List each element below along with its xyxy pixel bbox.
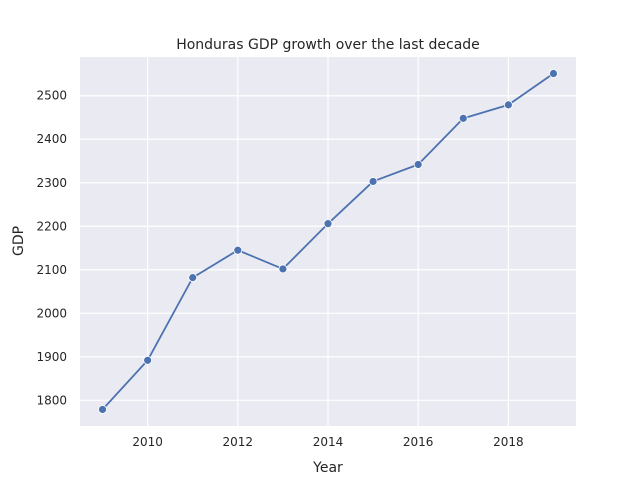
data-point	[278, 264, 288, 274]
y-tick-label: 1900	[36, 350, 67, 364]
data-point	[549, 69, 558, 78]
data-point	[413, 160, 423, 169]
x-tick-label: 2012	[223, 435, 254, 449]
y-tick-label: 2100	[36, 263, 67, 277]
data-point	[503, 100, 513, 110]
y-tick-label: 2400	[36, 132, 67, 146]
data-point	[98, 405, 107, 414]
series-layer	[98, 69, 558, 414]
chart-title: Honduras GDP growth over the last decade	[176, 37, 480, 53]
x-axis-label: Year	[312, 460, 343, 476]
y-tick-label: 2500	[36, 89, 67, 103]
data-point	[188, 273, 198, 283]
y-tick-label: 2300	[36, 176, 67, 190]
x-tick-label: 2014	[313, 435, 344, 449]
data-point	[458, 113, 468, 123]
x-tick-label: 2010	[132, 435, 163, 449]
data-point	[368, 177, 378, 186]
y-tick-label: 1800	[36, 393, 67, 407]
tick-labels: 2010 2012 2014 2016 2018 1800 1900 2000 2100 2200…	[36, 89, 523, 449]
data-point	[233, 245, 243, 255]
y-tick-label: 2200	[36, 219, 67, 233]
data-point	[323, 219, 333, 229]
y-tick-label: 2000	[36, 306, 67, 320]
x-tick-label: 2018	[493, 435, 524, 449]
x-tick-label: 2016	[403, 435, 434, 449]
y-axis-label: GDP	[11, 226, 27, 256]
data-point	[143, 355, 153, 365]
